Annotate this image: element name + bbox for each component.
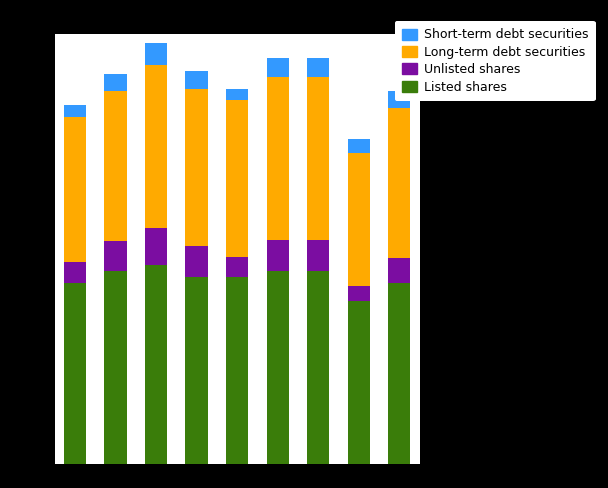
Bar (145, 42, 167, 65)
Bar (266, 271, 289, 464)
Bar (185, 277, 208, 464)
Bar (266, 240, 289, 271)
Bar (145, 265, 167, 464)
Bar (388, 91, 410, 107)
Bar (64, 283, 86, 464)
Legend: Short-term debt securities, Long-term debt securities, Unlisted shares, Listed s: Short-term debt securities, Long-term de… (395, 21, 596, 101)
Bar (226, 277, 248, 464)
Bar (105, 271, 126, 464)
Bar (307, 271, 330, 464)
Bar (105, 74, 126, 91)
Bar (145, 65, 167, 228)
Bar (266, 58, 289, 78)
Bar (266, 78, 289, 240)
Bar (348, 153, 370, 285)
Bar (105, 241, 126, 271)
Bar (64, 105, 86, 117)
Bar (64, 117, 86, 262)
Bar (307, 78, 330, 240)
Bar (64, 262, 86, 283)
Bar (105, 91, 126, 241)
Bar (185, 71, 208, 89)
Bar (388, 107, 410, 258)
Bar (348, 139, 370, 153)
Bar (226, 257, 248, 277)
Bar (388, 283, 410, 464)
Bar (307, 58, 330, 78)
Bar (185, 246, 208, 277)
Bar (348, 285, 370, 301)
Bar (145, 228, 167, 265)
Bar (226, 89, 248, 101)
Bar (226, 101, 248, 257)
Bar (348, 301, 370, 464)
Bar (388, 258, 410, 283)
Bar (185, 89, 208, 246)
Bar (307, 240, 330, 271)
